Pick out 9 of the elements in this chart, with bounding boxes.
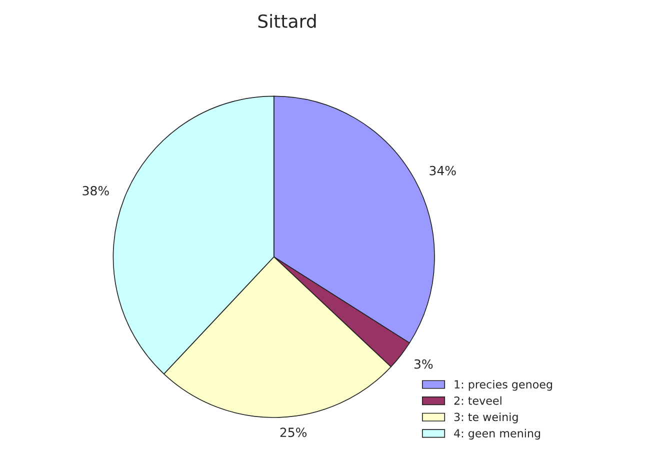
legend-label: 2: teveel [454, 396, 502, 405]
legend-label: 3: te weinig [454, 412, 518, 424]
chart-title: Sittard [258, 14, 316, 28]
data-label: 34% [430, 166, 456, 176]
data-label: 38% [82, 186, 109, 196]
legend-label: 1: precies genoeg [454, 380, 552, 391]
data-label: 3% [414, 359, 433, 369]
legend-label: 4: geen mening [454, 428, 540, 440]
data-label: 25% [280, 428, 307, 438]
